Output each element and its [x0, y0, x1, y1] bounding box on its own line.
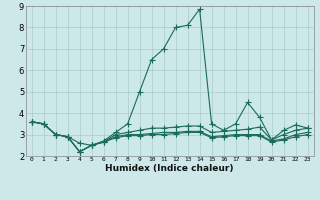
- X-axis label: Humidex (Indice chaleur): Humidex (Indice chaleur): [105, 164, 234, 173]
